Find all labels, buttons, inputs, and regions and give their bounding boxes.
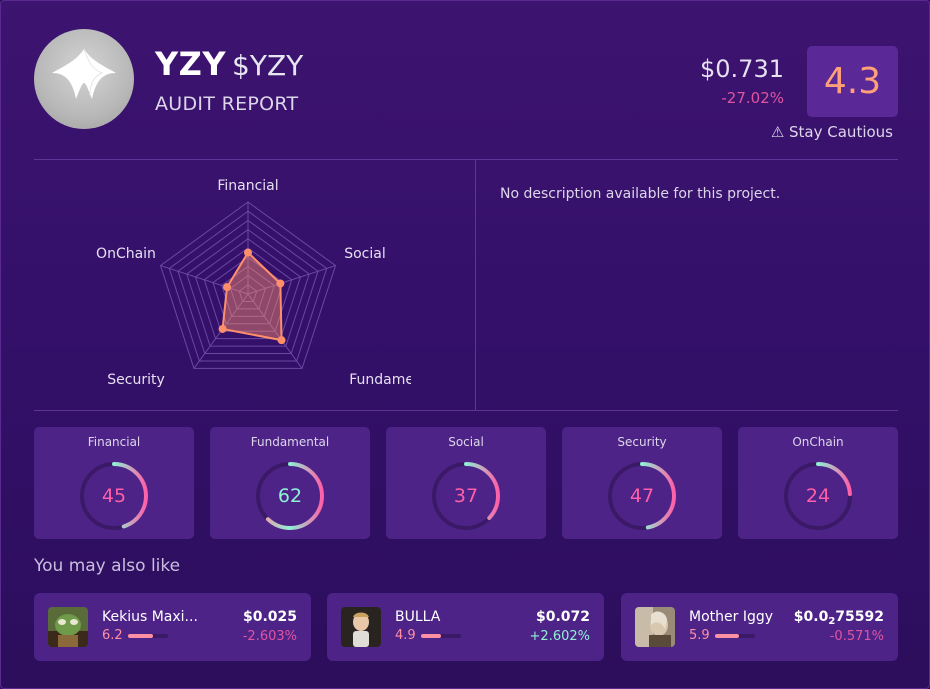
radar-axis-line xyxy=(160,265,249,295)
suggestion-card-bulla[interactable]: BULLA 4.9 $0.072 +2.602% xyxy=(327,593,604,661)
radar-grid-ring xyxy=(177,219,319,355)
radar-label-social: Social xyxy=(344,246,386,262)
suggestion-change: -0.571% xyxy=(829,629,884,644)
metric-card-fundamental: Fundamental 62 xyxy=(210,427,370,539)
gauge-arc xyxy=(784,462,852,530)
metric-value: 47 xyxy=(629,485,655,507)
radar-grid-ring xyxy=(221,265,275,317)
suggestion-price: $0.0275592 xyxy=(794,609,884,627)
price-prefix: $0.0 xyxy=(793,609,829,625)
radar-label-financial: Financial xyxy=(217,178,278,194)
metric-card-security: Security 47 xyxy=(562,427,722,539)
radar-axis-line xyxy=(247,293,303,369)
divider-middle xyxy=(34,410,898,411)
divider-vertical xyxy=(475,160,476,410)
radar-grid-ring xyxy=(194,238,302,340)
radar-grid-ring xyxy=(229,274,267,310)
suggestion-change: +2.602% xyxy=(529,629,590,644)
gauge-arc xyxy=(80,462,148,530)
score-bar-fill xyxy=(128,634,153,638)
suggestion-score-bar xyxy=(421,634,461,638)
radar-grid-ring xyxy=(238,284,258,302)
metric-gauge xyxy=(608,462,676,530)
radar-grid-ring xyxy=(203,247,293,332)
suggestion-name: Mother Iggy xyxy=(689,609,774,625)
metric-cards: Financial 45 Fundamental 62 Social 37 Security… xyxy=(34,427,898,539)
suggestion-score: 4.9 xyxy=(395,628,416,643)
radar-grid-ring xyxy=(186,228,310,347)
project-name: YZY xyxy=(155,45,227,83)
score-bar-fill xyxy=(421,634,441,638)
suggestion-card-kekius[interactable]: Kekius Maxi... 6.2 $0.025 -2.603% xyxy=(34,593,311,661)
suggestion-score: 5.9 xyxy=(689,628,710,643)
price-zero-count: 2 xyxy=(828,616,836,627)
yzy-logo-icon xyxy=(34,29,134,129)
kekius-avatar-icon xyxy=(48,607,88,647)
metric-value: 37 xyxy=(453,485,479,507)
radar-chart: Financial Social Fundamental Security OnChai… xyxy=(96,178,411,388)
token-price: $0.731 xyxy=(700,55,784,83)
project-ticker: $YZY xyxy=(232,49,304,82)
radar-grid-ring xyxy=(168,210,328,362)
suggestion-score-bar xyxy=(715,634,755,638)
project-title: YZY $YZY xyxy=(155,45,303,83)
suggestion-name: BULLA xyxy=(395,609,441,625)
suggestion-price: $0.072 xyxy=(535,609,590,625)
radar-point-fundamental xyxy=(277,336,286,345)
metric-gauge xyxy=(784,462,852,530)
metric-gauge xyxy=(256,462,324,530)
metric-value: 62 xyxy=(277,485,303,507)
metric-gauge xyxy=(432,462,500,530)
radar-data-area xyxy=(221,251,283,342)
bulla-avatar-icon xyxy=(341,607,381,647)
radar-grid-ring xyxy=(212,256,284,325)
suggestion-name: Kekius Maxi... xyxy=(102,609,198,625)
metric-gauge xyxy=(80,462,148,530)
metric-label: OnChain xyxy=(792,435,844,449)
radar-point-financial xyxy=(244,248,252,257)
suggestion-card-mother-iggy[interactable]: Mother Iggy 5.9 $0.0275592 -0.571% xyxy=(621,593,898,661)
metric-value: 24 xyxy=(805,485,831,507)
radar-point-onchain xyxy=(223,283,232,292)
metric-label: Security xyxy=(617,435,667,449)
radar-axis-line xyxy=(247,265,336,295)
suggestion-price: $0.025 xyxy=(242,609,297,625)
score-bar-fill xyxy=(715,634,739,638)
gauge-arc xyxy=(432,462,500,530)
radar-label-fundamental: Fundamental xyxy=(349,372,411,388)
metric-card-onchain: OnChain 24 xyxy=(738,427,898,539)
gauge-arc xyxy=(608,462,676,530)
radar-grid-ring xyxy=(159,201,337,369)
overall-score-badge: 4.3 xyxy=(807,46,898,117)
you-may-also-like-heading: You may also like xyxy=(34,556,181,576)
suggestion-score-bar xyxy=(128,634,168,638)
radar-point-social xyxy=(276,279,285,288)
radar-point-security xyxy=(218,324,227,333)
price-suffix: 75592 xyxy=(835,609,884,625)
metric-value: 45 xyxy=(101,485,127,507)
radar-label-security: Security xyxy=(107,372,165,388)
price-change: -27.02% xyxy=(721,89,784,107)
divider-top xyxy=(34,159,898,160)
gauge-arc xyxy=(256,462,324,530)
radar-label-onchain: OnChain xyxy=(96,246,156,262)
mother-iggy-avatar-icon xyxy=(635,607,675,647)
metric-card-social: Social 37 xyxy=(386,427,546,539)
suggestion-change: -2.603% xyxy=(242,629,297,644)
report-subtitle: AUDIT REPORT xyxy=(155,93,299,115)
project-description: No description available for this projec… xyxy=(500,186,781,202)
overall-score: 4.3 xyxy=(823,61,882,102)
metric-card-financial: Financial 45 xyxy=(34,427,194,539)
suggestion-score: 6.2 xyxy=(102,628,123,643)
metric-label: Financial xyxy=(87,435,141,449)
metric-label: Social xyxy=(448,435,484,449)
stay-cautious-warning: ⚠ Stay Cautious xyxy=(770,123,893,141)
metric-label: Fundamental xyxy=(250,435,330,449)
